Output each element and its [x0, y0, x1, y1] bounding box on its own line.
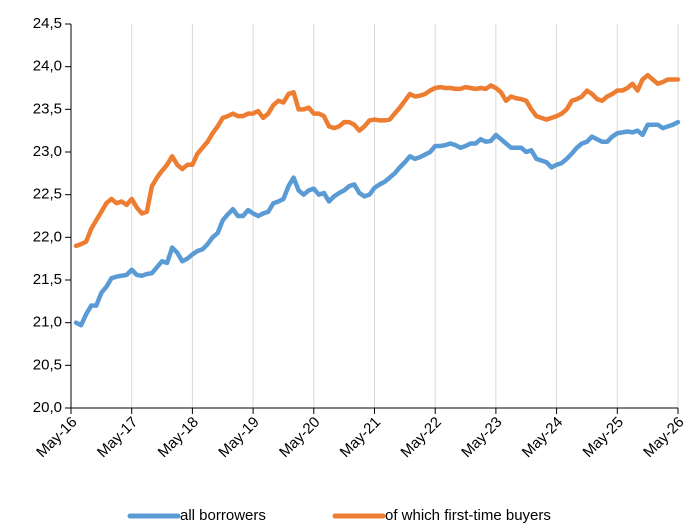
x-tick-label: May-26 — [640, 414, 683, 461]
y-tick-label: 22,0 — [33, 228, 62, 245]
y-tick-label: 20,5 — [33, 356, 62, 373]
x-tick-label: May-16 — [33, 414, 80, 461]
y-tick-label: 22,5 — [33, 186, 62, 203]
y-tick-label: 21,0 — [33, 314, 62, 331]
x-tick-label: May-19 — [215, 414, 262, 461]
y-tick-label: 24,5 — [33, 15, 62, 32]
x-tick-label: May-24 — [519, 414, 566, 461]
x-tick-label: May-22 — [397, 414, 444, 461]
series-line — [73, 72, 681, 249]
y-tick-label: 23,0 — [33, 143, 62, 160]
y-tick-label: 20,0 — [33, 399, 62, 416]
legend-label: of which first-time buyers — [385, 507, 551, 524]
x-tick-label: May-17 — [94, 414, 141, 461]
y-tick-label: 23,5 — [33, 100, 62, 117]
x-tick-label: May-18 — [155, 414, 202, 461]
series-line — [73, 119, 681, 328]
y-tick-label: 21,5 — [33, 271, 62, 288]
x-tick-label: May-25 — [580, 414, 627, 461]
x-tick-label: May-21 — [337, 414, 384, 461]
y-tick-label: 24,0 — [33, 58, 62, 75]
legend-label: all borrowers — [180, 507, 266, 524]
x-tick-label: May-23 — [458, 414, 505, 461]
x-tick-label: May-20 — [276, 414, 323, 461]
